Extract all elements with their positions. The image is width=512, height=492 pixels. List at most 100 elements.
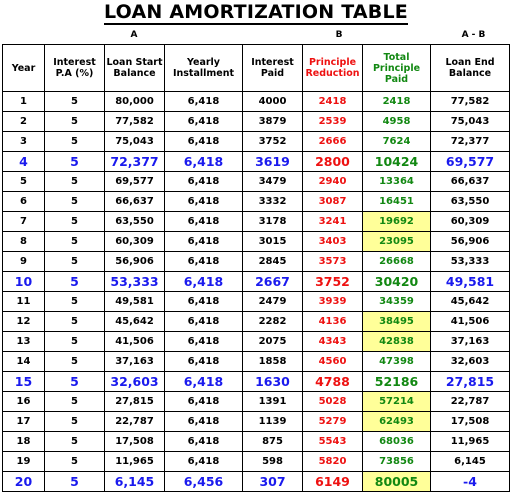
total-principle-paid-cell: 13364: [362, 171, 431, 192]
total-principle-paid-cell: 4958: [362, 111, 431, 132]
loan-end-balance-cell: 72,377: [430, 131, 510, 152]
year-cell: 19: [2, 451, 45, 472]
loan-start-balance-cell: 72,377: [104, 151, 165, 172]
interest-rate-cell: 5: [44, 291, 105, 312]
yearly-installment-cell: 6,418: [164, 231, 243, 252]
total-principle-paid-cell: 7624: [362, 131, 431, 152]
interest-rate-cell: 5: [44, 231, 105, 252]
column-markers: A B A - B: [0, 30, 512, 44]
header-interest-rate: Interest P.A (%): [44, 44, 105, 92]
principle-reduction-cell: 3752: [302, 271, 363, 292]
yearly-installment-cell: 6,418: [164, 271, 243, 292]
yearly-installment-cell: 6,418: [164, 291, 243, 312]
total-principle-paid-cell: 2418: [362, 91, 431, 112]
loan-end-balance-cell: 22,787: [430, 391, 510, 412]
total-principle-paid-cell: 47398: [362, 351, 431, 372]
principle-reduction-cell: 4136: [302, 311, 363, 332]
loan-start-balance-cell: 27,815: [104, 391, 165, 412]
loan-end-balance-cell: 63,550: [430, 191, 510, 212]
year-cell: 12: [2, 311, 45, 332]
table-row: 17 5 22,787 6,418 1139 5279 62493 17,508: [2, 411, 510, 432]
total-principle-paid-cell: 38495: [362, 311, 431, 332]
principle-reduction-cell: 2800: [302, 151, 363, 172]
loan-end-balance-cell: 11,965: [430, 431, 510, 452]
header-total-principle-paid: Total Principle Paid: [362, 44, 431, 92]
interest-paid-cell: 4000: [242, 91, 303, 112]
loan-start-balance-cell: 49,581: [104, 291, 165, 312]
loan-end-balance-cell: 41,506: [430, 311, 510, 332]
year-cell: 9: [2, 251, 45, 272]
table-row: 15 5 32,603 6,418 1630 4788 52186 27,815: [2, 371, 510, 392]
loan-end-balance-cell: 45,642: [430, 291, 510, 312]
table-row: 18 5 17,508 6,418 875 5543 68036 11,965: [2, 431, 510, 452]
year-cell: 6: [2, 191, 45, 212]
total-principle-paid-cell: 23095: [362, 231, 431, 252]
loan-end-balance-cell: 27,815: [430, 371, 510, 392]
interest-paid-cell: 3178: [242, 211, 303, 232]
principle-reduction-cell: 3403: [302, 231, 363, 252]
total-principle-paid-cell: 52186: [362, 371, 431, 392]
yearly-installment-cell: 6,418: [164, 451, 243, 472]
principle-reduction-cell: 5543: [302, 431, 363, 452]
principle-reduction-cell: 4343: [302, 331, 363, 352]
interest-paid-cell: 2075: [242, 331, 303, 352]
table-row: 11 5 49,581 6,418 2479 3939 34359 45,642: [2, 291, 510, 312]
yearly-installment-cell: 6,418: [164, 91, 243, 112]
loan-start-balance-cell: 75,043: [104, 131, 165, 152]
loan-end-balance-cell: 56,906: [430, 231, 510, 252]
interest-paid-cell: 875: [242, 431, 303, 452]
yearly-installment-cell: 6,418: [164, 251, 243, 272]
loan-start-balance-cell: 32,603: [104, 371, 165, 392]
interest-rate-cell: 5: [44, 371, 105, 392]
header-loan-end-balance: Loan End Balance: [430, 44, 510, 92]
table-row: 4 5 72,377 6,418 3619 2800 10424 69,577: [2, 151, 510, 172]
loan-start-balance-cell: 37,163: [104, 351, 165, 372]
table-row: 16 5 27,815 6,418 1391 5028 57214 22,787: [2, 391, 510, 412]
yearly-installment-cell: 6,418: [164, 311, 243, 332]
interest-rate-cell: 5: [44, 311, 105, 332]
year-cell: 1: [2, 91, 45, 112]
total-principle-paid-cell: 30420: [362, 271, 431, 292]
total-principle-paid-cell: 19692: [362, 211, 431, 232]
table-row: 1 5 80,000 6,418 4000 2418 2418 77,582: [2, 91, 510, 112]
marker-a-minus-b: A - B: [461, 30, 486, 40]
year-cell: 16: [2, 391, 45, 412]
yearly-installment-cell: 6,418: [164, 351, 243, 372]
interest-paid-cell: 3879: [242, 111, 303, 132]
interest-rate-cell: 5: [44, 251, 105, 272]
loan-end-balance-cell: 17,508: [430, 411, 510, 432]
loan-end-balance-cell: 77,582: [430, 91, 510, 112]
principle-reduction-cell: 3087: [302, 191, 363, 212]
yearly-installment-cell: 6,418: [164, 171, 243, 192]
total-principle-paid-cell: 68036: [362, 431, 431, 452]
year-cell: 10: [2, 271, 45, 292]
loan-start-balance-cell: 6,145: [104, 471, 165, 492]
principle-reduction-cell: 3939: [302, 291, 363, 312]
interest-paid-cell: 1391: [242, 391, 303, 412]
interest-paid-cell: 3015: [242, 231, 303, 252]
total-principle-paid-cell: 26668: [362, 251, 431, 272]
loan-end-balance-cell: 53,333: [430, 251, 510, 272]
header-principle-reduction: Principle Reduction: [302, 44, 363, 92]
table-row: 19 5 11,965 6,418 598 5820 73856 6,145: [2, 451, 510, 472]
year-cell: 3: [2, 131, 45, 152]
principle-reduction-cell: 6149: [302, 471, 363, 492]
yearly-installment-cell: 6,456: [164, 471, 243, 492]
table-row: 3 5 75,043 6,418 3752 2666 7624 72,377: [2, 131, 510, 152]
principle-reduction-cell: 3573: [302, 251, 363, 272]
total-principle-paid-cell: 16451: [362, 191, 431, 212]
yearly-installment-cell: 6,418: [164, 211, 243, 232]
loan-end-balance-cell: 75,043: [430, 111, 510, 132]
total-principle-paid-cell: 42838: [362, 331, 431, 352]
total-principle-paid-cell: 73856: [362, 451, 431, 472]
header-interest-paid: Interest Paid: [242, 44, 303, 92]
principle-reduction-cell: 2940: [302, 171, 363, 192]
loan-start-balance-cell: 77,582: [104, 111, 165, 132]
page-title: LOAN AMORTIZATION TABLE: [0, 1, 512, 25]
interest-paid-cell: 2667: [242, 271, 303, 292]
principle-reduction-cell: 2666: [302, 131, 363, 152]
yearly-installment-cell: 6,418: [164, 411, 243, 432]
year-cell: 15: [2, 371, 45, 392]
total-principle-paid-cell: 57214: [362, 391, 431, 412]
loan-start-balance-cell: 53,333: [104, 271, 165, 292]
